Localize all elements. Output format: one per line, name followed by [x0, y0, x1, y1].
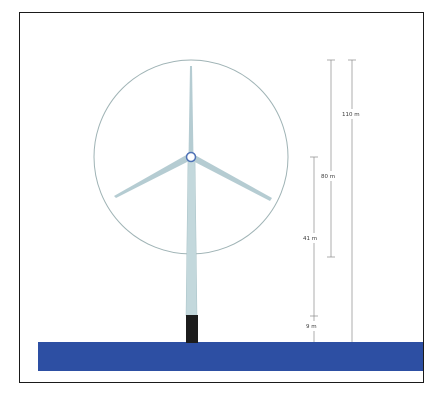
hub: [185, 151, 197, 163]
blade-left: [114, 154, 191, 198]
tower-base: [186, 315, 198, 343]
dimension-label-9m: 9 m: [306, 324, 317, 330]
dimension-label-41m: 41 m: [303, 236, 317, 242]
blade-right: [191, 154, 272, 201]
tower: [185, 157, 198, 317]
figure-frame: [19, 12, 424, 383]
blade-top: [188, 66, 194, 158]
water-band: [38, 342, 423, 371]
dimension-label-80m: 80 m: [321, 174, 335, 180]
dimension-label-110m: 110 m: [342, 112, 360, 118]
